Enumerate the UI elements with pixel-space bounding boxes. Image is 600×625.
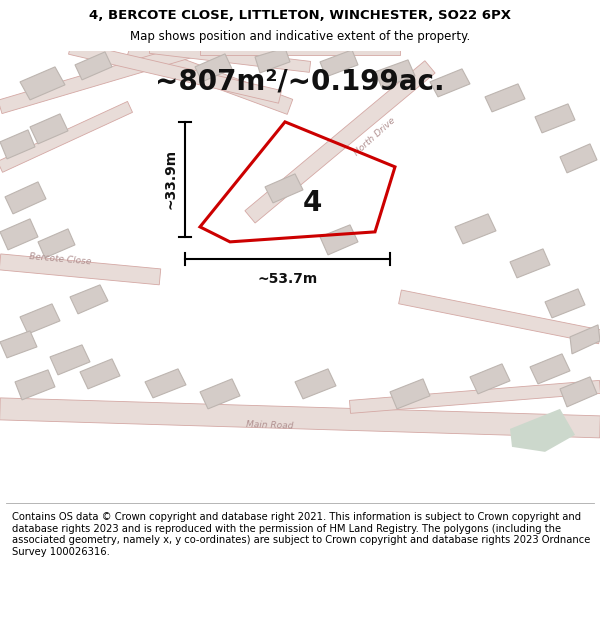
Polygon shape (375, 60, 415, 88)
Polygon shape (530, 354, 570, 384)
Polygon shape (38, 229, 75, 258)
Polygon shape (570, 325, 600, 354)
Polygon shape (0, 254, 161, 285)
Polygon shape (195, 54, 232, 82)
Text: 4: 4 (302, 189, 322, 217)
Polygon shape (145, 369, 186, 398)
Polygon shape (390, 379, 430, 409)
Polygon shape (0, 41, 202, 114)
Polygon shape (349, 381, 600, 413)
Text: ~807m²/~0.199ac.: ~807m²/~0.199ac. (155, 68, 445, 96)
Text: ~33.9m: ~33.9m (163, 149, 177, 209)
Text: Main Road: Main Road (246, 419, 294, 430)
Polygon shape (0, 398, 600, 438)
Polygon shape (0, 219, 38, 250)
Text: Bercote Close: Bercote Close (29, 252, 91, 266)
Polygon shape (245, 61, 435, 223)
Polygon shape (430, 69, 470, 97)
Polygon shape (398, 290, 600, 344)
Polygon shape (5, 182, 46, 214)
Polygon shape (265, 174, 303, 203)
Polygon shape (510, 409, 575, 452)
Polygon shape (320, 225, 358, 255)
Polygon shape (485, 84, 525, 112)
Polygon shape (68, 41, 281, 103)
Text: North Drive: North Drive (353, 116, 397, 158)
Polygon shape (75, 52, 112, 80)
Polygon shape (50, 345, 90, 375)
Polygon shape (80, 359, 120, 389)
Text: ~53.7m: ~53.7m (257, 272, 317, 286)
Polygon shape (200, 379, 240, 409)
Polygon shape (320, 50, 358, 77)
Polygon shape (0, 130, 35, 159)
Text: Contains OS data © Crown copyright and database right 2021. This information is : Contains OS data © Crown copyright and d… (12, 512, 590, 557)
Polygon shape (149, 42, 311, 72)
Text: Map shows position and indicative extent of the property.: Map shows position and indicative extent… (130, 31, 470, 43)
Polygon shape (560, 377, 597, 407)
Polygon shape (560, 144, 597, 173)
Polygon shape (295, 369, 336, 399)
Polygon shape (545, 289, 585, 318)
Polygon shape (255, 48, 290, 73)
Polygon shape (200, 41, 400, 55)
Polygon shape (15, 370, 55, 400)
Polygon shape (20, 67, 65, 100)
Polygon shape (20, 304, 60, 334)
Polygon shape (510, 249, 550, 278)
Polygon shape (0, 331, 37, 358)
Polygon shape (535, 104, 575, 133)
Polygon shape (455, 214, 496, 244)
Polygon shape (30, 114, 68, 144)
Polygon shape (470, 364, 510, 394)
Polygon shape (0, 101, 133, 172)
Polygon shape (70, 285, 108, 314)
Polygon shape (127, 41, 293, 114)
Text: 4, BERCOTE CLOSE, LITTLETON, WINCHESTER, SO22 6PX: 4, BERCOTE CLOSE, LITTLETON, WINCHESTER,… (89, 9, 511, 22)
